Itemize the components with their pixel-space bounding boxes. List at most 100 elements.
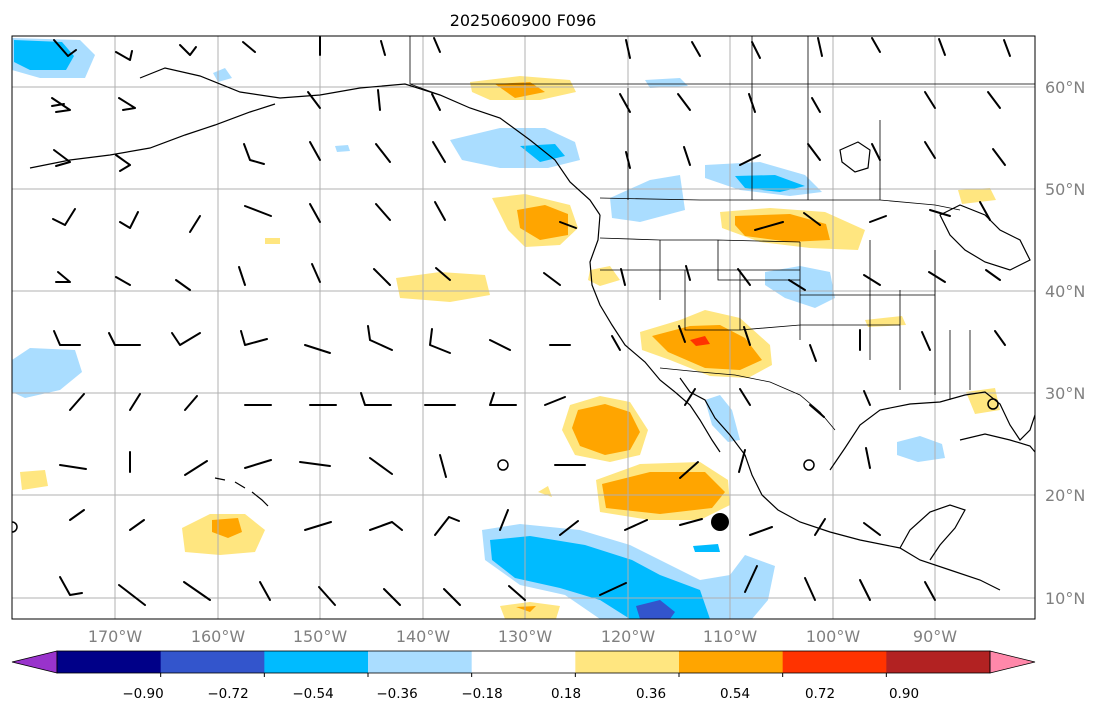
pos-area-mid-pacific [396, 272, 490, 302]
wind-barb [115, 154, 131, 172]
wind-barb [620, 268, 626, 286]
colorbar-outline [56, 650, 991, 674]
pos-area-great-lakes [958, 188, 996, 204]
wind-barb [803, 212, 821, 226]
coast-alaska [139, 67, 601, 216]
political-borders [409, 36, 1035, 431]
wind-barb [179, 44, 197, 56]
coast-aleutians [29, 103, 276, 169]
wind-barb [434, 201, 446, 221]
pos-area-nw-nv [588, 266, 620, 286]
colorbar-extend-min [11, 650, 58, 674]
wind-barb [431, 93, 441, 111]
border-canada-provinces [410, 36, 1035, 200]
wind-barb [743, 326, 751, 346]
wind-barb [744, 565, 758, 593]
longitude-labels: 170°W 160°W 150°W 140°W 130°W 120°W 110°… [88, 627, 957, 646]
wind-barb [809, 404, 825, 418]
wind-barb [678, 325, 686, 343]
pos-area-offshore-or-core [517, 205, 568, 240]
shaded-contours [12, 38, 1000, 619]
colorbar-tick-label: 0.18 [551, 686, 581, 702]
wind-barb [979, 201, 991, 221]
coast-hawaii [214, 477, 269, 507]
wind-barb [871, 37, 881, 53]
wind-barb [751, 41, 761, 59]
wind-barb [679, 518, 703, 526]
colorbar-segment [886, 651, 991, 673]
border-us-canada [599, 197, 961, 211]
wind-barb [921, 331, 931, 351]
wind-barb [435, 267, 451, 281]
wind-barb [59, 464, 87, 470]
pos-area-small-mid2 [538, 486, 552, 497]
wind-barb [311, 263, 321, 283]
wind-barb [53, 39, 77, 57]
neg-area-gulf-alaska-nw-core [14, 40, 74, 70]
wind-barb [259, 581, 271, 601]
wind-barb [432, 141, 446, 163]
wind-barb [118, 584, 146, 606]
lon-label: 100°W [806, 627, 861, 646]
map-frame [11, 35, 1036, 620]
neg-area-small-3 [645, 78, 688, 88]
wind-barb [817, 37, 823, 57]
wind-barb [309, 141, 321, 161]
wind-barb [924, 581, 936, 601]
wind-barb [429, 328, 451, 354]
wind-barb [871, 143, 881, 161]
wind-barb [55, 271, 71, 283]
colorbar-tick-labels: −0.90 −0.72 −0.54 −0.36 −0.18 0.18 0.36 … [122, 686, 919, 702]
wind-barb [599, 582, 627, 596]
wind-barb [243, 143, 265, 165]
calm-marker [803, 459, 815, 471]
wind-barb [809, 344, 817, 362]
wind-barb [738, 449, 746, 473]
map-title: 2025060900 F096 [450, 11, 597, 30]
wind-barb [863, 274, 881, 286]
lat-label: 40°N [1045, 282, 1085, 301]
colorbar-tick-label: −0.90 [122, 686, 163, 702]
wind-barb [869, 215, 887, 223]
wind-barb [129, 393, 141, 411]
wind-barb [304, 521, 332, 531]
pos-area-small-w [20, 470, 48, 490]
colorbar-segment [782, 651, 887, 673]
wind-barb [992, 148, 1006, 166]
wind-barb [499, 509, 509, 531]
wind-barb [489, 339, 511, 351]
coast-west-us [589, 214, 676, 393]
neg-area-bc-core [520, 144, 565, 162]
wind-barb [377, 89, 381, 111]
wind-barb [739, 388, 751, 406]
wind-barb [859, 579, 871, 601]
wind-barb [59, 576, 83, 596]
wind-barb [119, 211, 139, 229]
wind-barb [189, 215, 201, 233]
pos-area-florida [966, 388, 1000, 414]
neg-area-etp-deep [636, 600, 675, 619]
wind-barb [129, 519, 145, 531]
lon-label: 130°W [498, 627, 553, 646]
lon-label: 140°W [396, 627, 451, 646]
calm-marker [497, 459, 509, 471]
wind-barb [307, 91, 321, 109]
wind-barb [807, 143, 821, 161]
coast-baja [674, 377, 1001, 591]
pos-area-southwest-peak [690, 336, 710, 346]
pos-area-se-alaska-core [495, 82, 545, 98]
colorbar-tick-label: −0.18 [461, 686, 502, 702]
wind-barb [69, 393, 85, 411]
wind-barbs [51, 36, 1011, 606]
border-us-mexico [659, 367, 836, 431]
border-states [599, 237, 971, 400]
lat-label: 60°N [1045, 78, 1085, 97]
lat-label: 30°N [1045, 384, 1085, 403]
wind-barb [543, 272, 561, 286]
wind-barb [299, 461, 331, 467]
wind-barb [52, 208, 76, 226]
colorbar-tick-label: −0.36 [376, 686, 417, 702]
wind-barb [559, 520, 579, 536]
wind-barb [115, 50, 133, 61]
